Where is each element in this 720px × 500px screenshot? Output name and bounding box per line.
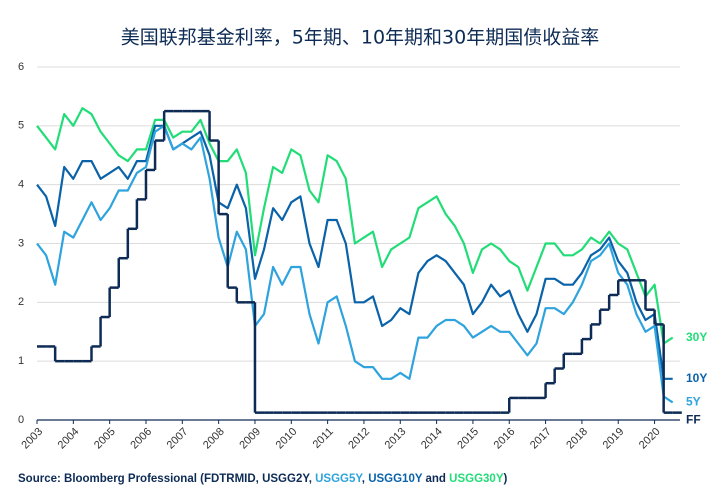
series-line — [36, 124, 674, 404]
y-tick-label: 4 — [18, 179, 24, 191]
y-tick-label: 5 — [18, 120, 24, 132]
source-part: USGG10Y — [368, 473, 423, 485]
y-tick-label: 6 — [18, 61, 24, 73]
series-line — [36, 107, 674, 345]
source-part: USGG30Y — [449, 473, 504, 485]
series-end-label: FF — [686, 413, 701, 427]
y-tick-label: 1 — [18, 355, 24, 367]
source-part: USGG5Y — [315, 473, 363, 485]
source-part: Source: Bloomberg Professional (FDTRMID,… — [18, 473, 315, 485]
y-tick-label: 2 — [18, 296, 24, 308]
series-line — [36, 124, 673, 380]
source: Source: Bloomberg Professional (FDTRMID,… — [18, 473, 507, 485]
source-part: , — [362, 473, 368, 485]
source-part: and — [422, 473, 449, 485]
series-end-label: 5Y — [686, 395, 701, 409]
y-tick-label: 0 — [18, 414, 24, 426]
y-tick-label: 3 — [18, 237, 24, 249]
series-end-label: 30Y — [686, 330, 707, 344]
chart-title: 美国联邦基金利率，5年期、10年期和30年期国债收益率 — [121, 27, 599, 49]
series-end-label: 10Y — [686, 371, 707, 385]
source-part: ) — [503, 473, 507, 485]
